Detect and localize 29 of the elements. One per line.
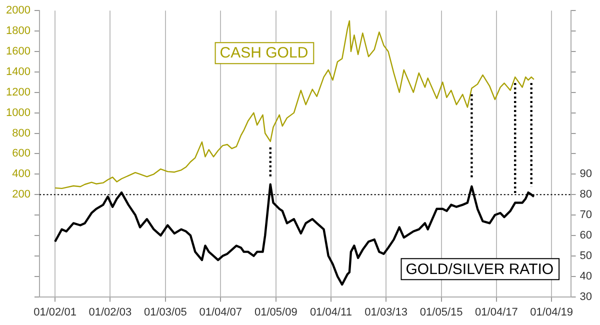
y-tick-label: 2000 <box>6 4 30 17</box>
x-tick-label: 01/03/05 <box>144 306 187 318</box>
x-tick-label: 01/02/01 <box>34 306 76 318</box>
y-tick-label: 400 <box>12 168 30 180</box>
y-tick-label: 200 <box>12 188 30 201</box>
y-tick-label: 1400 <box>6 66 30 78</box>
series-label: CASH GOLD <box>220 44 308 62</box>
y2-tick-label: 50 <box>580 250 592 262</box>
x-tick-label: 01/04/17 <box>475 306 518 318</box>
x-tick-label: 01/03/13 <box>364 306 408 318</box>
series-label: GOLD/SILVER RATIO <box>406 260 554 278</box>
x-tick-label: 01/04/19 <box>530 306 573 318</box>
x-tick-label: 01/02/03 <box>88 306 132 318</box>
y2-tick-label: 70 <box>580 209 592 222</box>
y2-tick-label: 90 <box>580 168 592 180</box>
y-tick-label: 1200 <box>6 86 30 98</box>
y2-tick-label: 80 <box>580 188 592 201</box>
y-tick-label: 1800 <box>6 25 30 38</box>
y-tick-label: 1000 <box>6 106 30 119</box>
y2-tick-label: 30 <box>580 290 592 303</box>
y-tick-label: 800 <box>12 127 30 140</box>
y-tick-label: 600 <box>12 148 30 160</box>
x-tick-label: 01/04/11 <box>310 306 352 318</box>
y2-tick-label: 40 <box>580 270 592 282</box>
y-tick-label: 1600 <box>6 46 30 58</box>
y2-tick-label: 60 <box>580 230 592 242</box>
x-tick-label: 01/05/09 <box>254 306 298 318</box>
x-tick-label: 01/04/07 <box>199 306 242 318</box>
x-tick-label: 01/05/15 <box>420 306 463 318</box>
